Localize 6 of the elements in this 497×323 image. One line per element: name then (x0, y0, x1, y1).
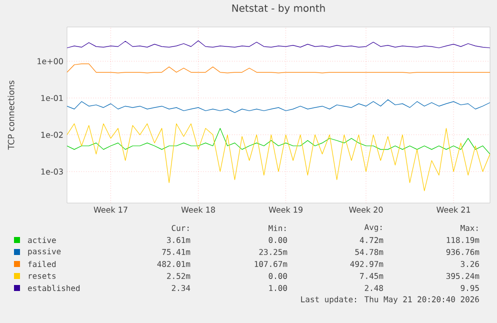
line-series (67, 123, 490, 192)
line-series (67, 40, 490, 48)
line-series (67, 128, 490, 154)
y-axis-title: TCP connections (8, 80, 14, 150)
line-series (67, 99, 490, 113)
chart-title: Netstat - by month (232, 4, 325, 14)
